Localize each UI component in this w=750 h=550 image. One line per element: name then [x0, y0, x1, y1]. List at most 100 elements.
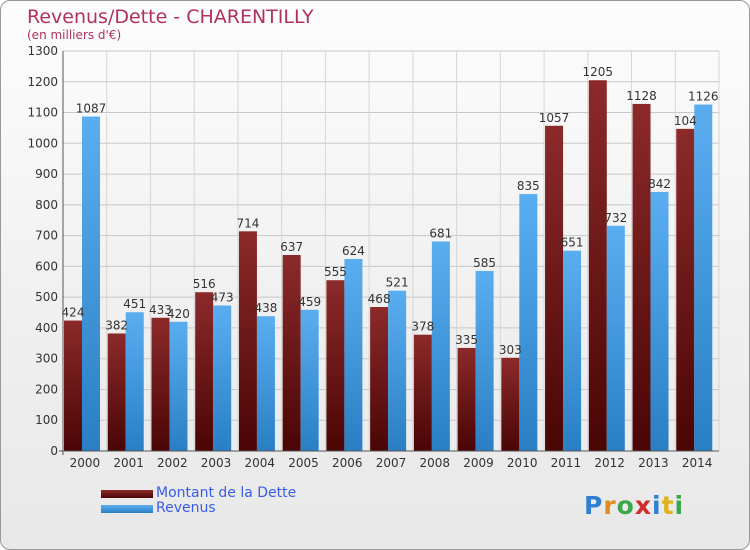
- y-tick-label: 1300: [27, 44, 58, 58]
- bar-revenus: [256, 316, 275, 451]
- x-tick-label: 2007: [376, 456, 407, 470]
- data-label-debt: 335: [455, 333, 478, 347]
- logo-letter: i: [674, 491, 685, 520]
- bar-debt: [64, 320, 82, 451]
- y-tick-label: 300: [35, 352, 58, 366]
- x-tick-label: 2006: [332, 456, 363, 470]
- data-label-debt: 1205: [583, 65, 614, 79]
- logo-letter: P: [584, 491, 604, 520]
- bar-debt: [282, 255, 301, 451]
- y-tick-label: 1200: [27, 75, 58, 89]
- data-label-revenus: 585: [473, 256, 496, 270]
- data-label-revenus: 420: [167, 307, 190, 321]
- logo-letter: r: [603, 491, 617, 520]
- data-label-revenus: 459: [298, 295, 321, 309]
- data-label-revenus: 438: [254, 301, 277, 315]
- bar-debt: [588, 80, 607, 451]
- data-label-revenus: 732: [604, 211, 627, 225]
- y-tick-label: 200: [35, 382, 58, 396]
- bar-revenus: [125, 312, 144, 451]
- y-tick-label: 0: [50, 444, 58, 458]
- data-label-debt: 555: [324, 265, 347, 279]
- bars-layer: [64, 80, 713, 452]
- data-label-revenus: 681: [429, 226, 452, 240]
- y-tick-label: 700: [35, 229, 58, 243]
- x-tick-label: 2000: [70, 456, 101, 470]
- data-label-revenus: 842: [648, 177, 671, 191]
- data-label-debt: 303: [499, 343, 522, 357]
- data-label-debt: 516: [193, 277, 216, 291]
- data-label-debt: 1128: [626, 89, 657, 103]
- bar-debt: [501, 357, 520, 451]
- x-tick-label: 2005: [288, 456, 319, 470]
- bar-revenus: [563, 250, 582, 451]
- bar-revenus: [694, 104, 713, 452]
- logo-letter: o: [616, 491, 635, 520]
- data-label-revenus: 473: [211, 290, 234, 304]
- data-label-revenus: 521: [386, 276, 409, 290]
- x-tick-label: 2011: [551, 456, 582, 470]
- bar-debt: [151, 317, 170, 451]
- bar-debt: [107, 333, 126, 451]
- chart-unit-label: (en milliers d'€): [27, 28, 122, 42]
- data-label-revenus: 1126: [688, 90, 719, 104]
- logo-letter: x: [634, 491, 652, 520]
- bar-debt: [195, 292, 214, 451]
- bar-revenus: [431, 241, 450, 451]
- logo-letter: t: [661, 491, 675, 520]
- y-tick-label: 400: [35, 321, 58, 335]
- bar-revenus: [169, 321, 188, 451]
- data-label-debt: 382: [105, 318, 128, 332]
- bar-debt: [632, 103, 651, 451]
- bar-revenus: [519, 194, 538, 452]
- data-label-revenus: 624: [342, 244, 365, 258]
- x-tick-label: 2012: [594, 456, 625, 470]
- bar-revenus: [344, 259, 363, 451]
- bar-revenus: [388, 290, 407, 451]
- data-label-revenus: 835: [517, 179, 540, 193]
- data-label-debt: 433: [149, 303, 172, 317]
- data-label-debt: 714: [236, 216, 259, 230]
- x-tick-label: 2001: [113, 456, 144, 470]
- data-label-debt: 104: [674, 114, 697, 128]
- bar-debt: [676, 128, 695, 451]
- data-label-revenus: 651: [561, 236, 584, 250]
- bar-revenus: [213, 305, 232, 451]
- bar-revenus: [606, 225, 625, 451]
- y-tick-label: 500: [35, 290, 58, 304]
- data-label-debt: 424: [62, 306, 85, 320]
- bar-debt: [413, 334, 432, 451]
- data-label-debt: 378: [411, 320, 434, 334]
- x-tick-label: 2004: [245, 456, 276, 470]
- data-label-revenus: 1087: [76, 102, 107, 116]
- y-tick-label: 900: [35, 167, 58, 181]
- logo-letter: i: [652, 491, 662, 520]
- x-tick-label: 2009: [463, 456, 494, 470]
- x-tick-label: 2014: [682, 456, 713, 470]
- bar-revenus: [650, 191, 669, 451]
- bar-revenus: [300, 309, 319, 451]
- bar-debt: [326, 280, 345, 451]
- legend-swatch-debt: [101, 490, 153, 498]
- y-tick-label: 1100: [27, 106, 58, 120]
- x-tick-label: 2010: [507, 456, 538, 470]
- data-label-debt: 468: [368, 292, 391, 306]
- y-tick-label: 600: [35, 259, 58, 273]
- chart-title: Revenus/Dette - CHARENTILLY: [27, 6, 314, 28]
- y-tick-label: 1000: [27, 136, 58, 150]
- bar-debt: [457, 347, 476, 451]
- x-tick-label: 2003: [201, 456, 232, 470]
- bar-revenus: [475, 271, 494, 451]
- data-label-debt: 1057: [539, 111, 570, 125]
- bar-debt: [370, 307, 389, 451]
- y-tick-label: 800: [35, 198, 58, 212]
- bar-debt: [545, 125, 564, 452]
- axis-layer: 0 100 200 300 400 500 600 700 800 900 1000 1100 1200…: [27, 44, 719, 470]
- data-label-debt: 637: [280, 240, 303, 254]
- y-tick-label: 100: [35, 413, 58, 427]
- legend-label-revenus: Revenus: [156, 500, 216, 516]
- bar-revenus: [82, 116, 100, 452]
